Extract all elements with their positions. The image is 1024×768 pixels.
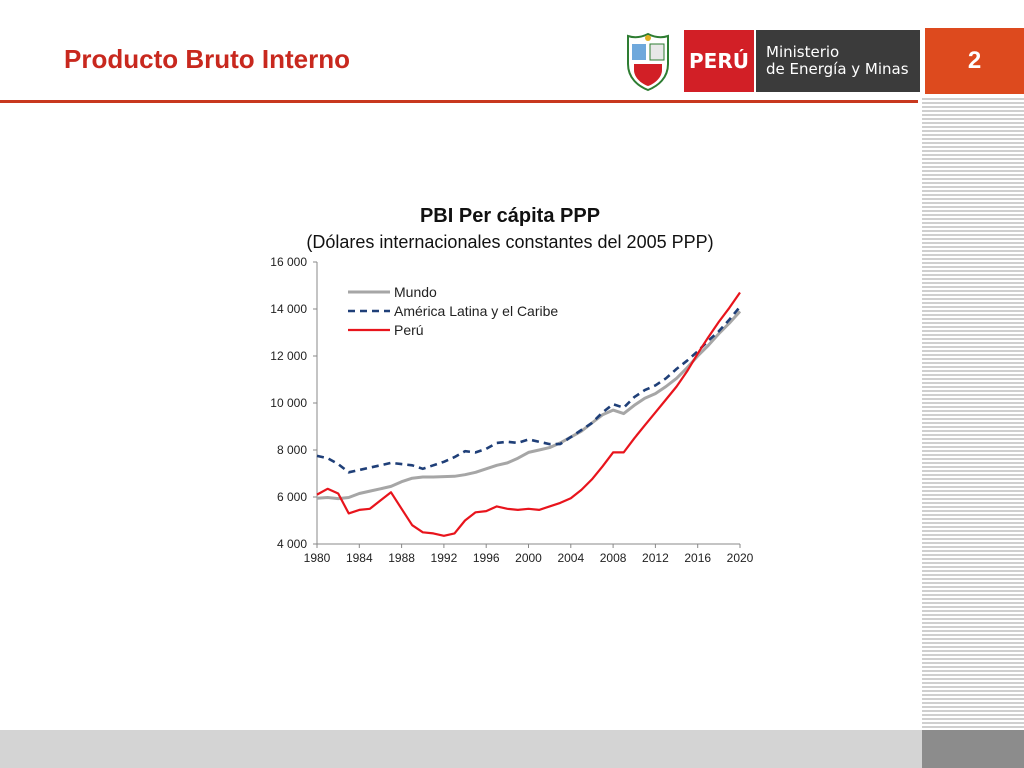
y-tick-label: 8 000 — [277, 443, 307, 457]
y-tick-label: 4 000 — [277, 537, 307, 551]
ministry-line-1: Ministerio — [766, 43, 840, 61]
x-tick-label: 2000 — [515, 551, 542, 565]
x-tick-label: 1988 — [388, 551, 415, 565]
legend-label: Mundo — [394, 284, 437, 300]
x-tick-label: 1992 — [431, 551, 458, 565]
series-line-3 — [316, 291, 741, 537]
x-tick-label: 2012 — [642, 551, 669, 565]
coat-of-arms-icon — [627, 32, 669, 92]
x-tick-label: 2008 — [600, 551, 627, 565]
series-line-2 — [316, 305, 742, 474]
chart-series — [316, 291, 742, 537]
y-tick-label: 12 000 — [270, 349, 307, 363]
page-number: 2 — [925, 28, 1024, 94]
y-tick-label: 6 000 — [277, 490, 307, 504]
series-line-1 — [316, 310, 742, 501]
footer-corner — [922, 730, 1024, 768]
ministry-line-2: de Energía y Minas — [766, 60, 909, 78]
ministry-logo: PERÚ Ministerio de Energía y Minas — [620, 30, 920, 92]
gdp-per-capita-chart: PBI Per cápita PPP (Dólares internaciona… — [270, 205, 753, 565]
chart-title: PBI Per cápita PPP — [420, 205, 600, 227]
title-divider — [0, 100, 918, 103]
chart-axes: 4 000 6 000 8 000 10 000 12 000 14 000 16 000 1… — [270, 255, 753, 565]
y-tick-label: 14 000 — [270, 302, 307, 316]
peru-label: PERÚ — [684, 30, 754, 92]
x-tick-label: 2004 — [557, 551, 584, 565]
x-tick-label: 1980 — [304, 551, 331, 565]
y-tick-label: 10 000 — [270, 396, 307, 410]
y-tick-label: 16 000 — [270, 255, 307, 269]
legend-label: Perú — [394, 322, 424, 338]
x-tick-label: 1996 — [473, 551, 500, 565]
ministry-name: Ministerio de Energía y Minas — [756, 30, 920, 92]
decorative-side-stripes — [922, 98, 1024, 730]
legend-label: América Latina y el Caribe — [394, 303, 558, 319]
slide-title: Producto Bruto Interno — [64, 44, 350, 74]
chart-legend: Mundo América Latina y el Caribe Perú — [348, 284, 558, 338]
footer-bar — [0, 730, 922, 768]
x-tick-label: 2020 — [727, 551, 754, 565]
chart-subtitle: (Dólares internacionales constantes del … — [306, 232, 713, 252]
x-tick-label: 2016 — [684, 551, 711, 565]
x-tick-label: 1984 — [346, 551, 373, 565]
